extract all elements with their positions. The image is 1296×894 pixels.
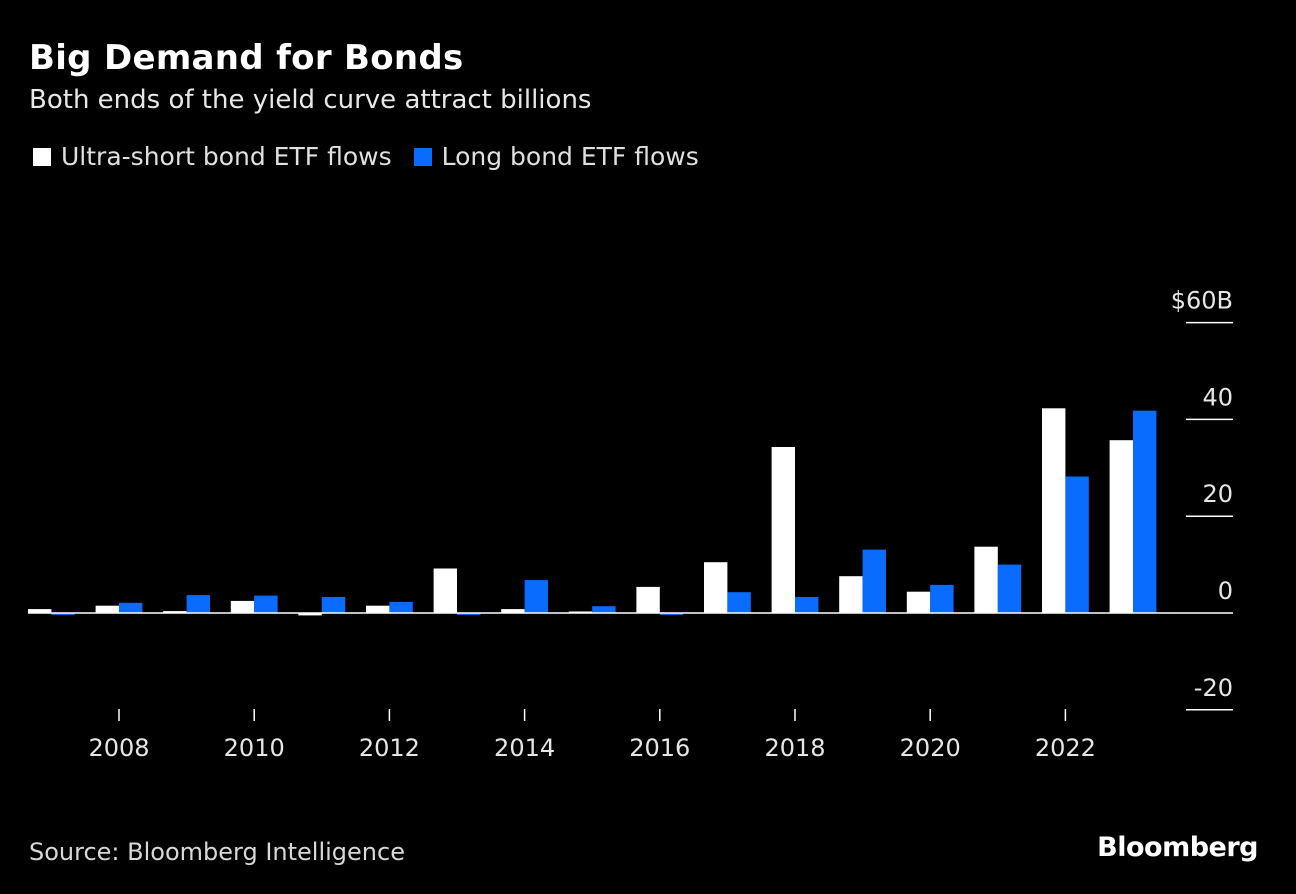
bar-ultra-short-2019	[839, 576, 863, 613]
bar-ultra-short-2007	[28, 609, 52, 613]
bar-long-2016	[659, 613, 684, 615]
bar-long-2019	[862, 549, 886, 613]
bar-ultra-short-2020	[906, 591, 931, 613]
bar-ultra-short-2011	[298, 613, 322, 616]
y-tick-label-60: $60B	[1171, 287, 1233, 315]
bar-long-2010	[254, 595, 278, 613]
bar-long-2013	[457, 613, 481, 615]
legend-item-ultra-short: Ultra-short bond ETF flows	[33, 142, 392, 171]
x-tick-label-2016: 2016	[629, 734, 690, 762]
bar-ultra-short-2022	[1042, 408, 1066, 613]
bar-long-2008	[119, 602, 143, 613]
bar-ultra-short-2021	[974, 546, 998, 613]
y-tick-label-0: 0	[1218, 577, 1233, 605]
x-tick-label-2022: 2022	[1035, 734, 1096, 762]
x-tick-label-2018: 2018	[764, 734, 825, 762]
x-tick-label-2008: 2008	[88, 734, 149, 762]
bar-ultra-short-2017	[704, 562, 728, 613]
bar-ultra-short-2010	[230, 600, 255, 613]
bar-long-2020	[930, 584, 954, 613]
bar-long-2012	[389, 601, 413, 613]
x-tick-label-2010: 2010	[224, 734, 285, 762]
legend-label-long: Long bond ETF flows	[441, 142, 699, 171]
bar-long-2007	[51, 613, 75, 615]
x-tick-label-2012: 2012	[359, 734, 420, 762]
bar-long-2022	[1065, 476, 1089, 613]
bar-long-2015	[592, 606, 616, 613]
bar-long-2009	[186, 595, 210, 613]
y-tick-label--20: -20	[1194, 674, 1233, 702]
x-tick-label-2020: 2020	[900, 734, 961, 762]
source-note: Source: Bloomberg Intelligence	[29, 838, 405, 866]
legend: Ultra-short bond ETF flows Long bond ETF…	[33, 142, 721, 171]
bar-ultra-short-2023	[1109, 440, 1133, 613]
bar-ultra-short-2016	[636, 586, 660, 613]
bar-ultra-short-2014	[501, 609, 525, 613]
legend-swatch-ultra-short	[33, 147, 51, 166]
legend-swatch-long	[413, 147, 432, 166]
brand-logo: Bloomberg	[1097, 832, 1258, 863]
bar-ultra-short-2009	[163, 611, 187, 613]
chart-title: Big Demand for Bonds	[29, 38, 464, 78]
bar-long-2023	[1133, 410, 1157, 613]
legend-label-ultra-short: Ultra-short bond ETF flows	[61, 142, 392, 171]
bar-long-2014	[524, 580, 548, 613]
bar-long-2018	[795, 597, 819, 613]
legend-item-long: Long bond ETF flows	[413, 142, 699, 171]
y-tick-label-40: 40	[1202, 383, 1233, 411]
bar-ultra-short-2013	[433, 568, 457, 613]
y-tick-label-20: 20	[1202, 480, 1233, 508]
x-tick-label-2014: 2014	[494, 734, 555, 762]
chart-subtitle: Both ends of the yield curve attract bil…	[29, 85, 592, 115]
bar-ultra-short-2018	[771, 447, 795, 613]
bar-long-2011	[321, 597, 346, 613]
bar-long-2017	[727, 592, 751, 613]
bar-ultra-short-2012	[366, 605, 390, 613]
bar-ultra-short-2008	[95, 605, 119, 613]
bar-long-2021	[997, 564, 1022, 613]
